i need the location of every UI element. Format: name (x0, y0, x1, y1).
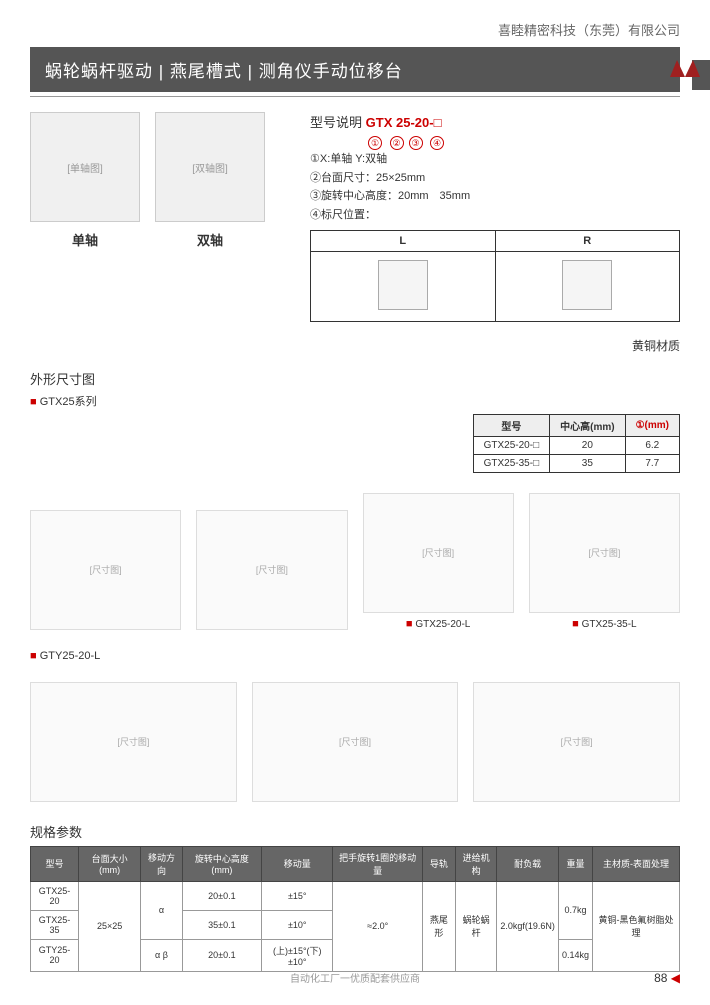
gtx25-small-table: 型号中心高(mm)①(mm) GTX25-20-□206.2 GTX25-35-… (473, 414, 680, 473)
company-name: 喜睦精密科技（东莞）有限公司 (30, 20, 680, 39)
product-label-double: 双轴 (155, 230, 265, 249)
series-1-heading: ■ GTX25系列 (30, 393, 680, 409)
page-title: 蜗轮蜗杆驱动 | 燕尾槽式 | 测角仪手动位移台 (45, 62, 403, 81)
table-row: GTX25-20 25×25 α 20±0.1 ±15° ≈2.0° 燕尾形 蜗… (31, 881, 680, 910)
logo-icon (665, 52, 705, 87)
tech-drawing-4: [尺寸图] (529, 493, 680, 613)
spec-heading: 规格参数 (30, 822, 680, 841)
tech-drawing-5: [尺寸图] (30, 682, 237, 802)
model-heading: 型号说明 GTX 25-20-□ (310, 112, 680, 131)
title-bar: 蜗轮蜗杆驱动 | 燕尾槽式 | 测角仪手动位移台 (30, 47, 680, 92)
diagram-row-2: [尺寸图] [尺寸图] [尺寸图] (30, 682, 680, 802)
page-number: 88 ◀ (654, 971, 680, 985)
dimension-heading: 外形尺寸图 (30, 369, 680, 388)
material-label: 黄铜材质 (30, 337, 680, 354)
product-image-single: [单轴图] (30, 112, 140, 222)
divider (30, 96, 680, 97)
schematic-l-icon (378, 260, 428, 310)
product-image-double: [双轴图] (155, 112, 265, 222)
schematic-r-icon (562, 260, 612, 310)
model-desc-list: ①X:单轴 Y:双轴 ②台面尺寸：25×25mm ③旋转中心高度：20mm 35… (310, 150, 680, 225)
lr-table: LR (310, 230, 680, 322)
model-circled-nums: ① ② ③ ④ (368, 136, 680, 150)
tech-drawing-2: [尺寸图] (196, 510, 347, 630)
footer-text: 自动化工厂一优质配套供应商 (0, 970, 710, 985)
tech-drawing-6: [尺寸图] (252, 682, 459, 802)
product-label-single: 单轴 (30, 230, 140, 249)
tech-drawing-1: [尺寸图] (30, 510, 181, 630)
spec-table: 型号台面大小(mm)移动方向 旋转中心高度(mm)移动量把手旋转1圈的移动量 导… (30, 846, 680, 972)
tech-drawing-7: [尺寸图] (473, 682, 680, 802)
diagram-row-1: [尺寸图] [尺寸图] [尺寸图]■ GTX25-20-L [尺寸图]■ GTX… (30, 493, 680, 630)
tech-drawing-3: [尺寸图] (363, 493, 514, 613)
series-2-heading: ■ GTY25-20-L (30, 650, 680, 662)
